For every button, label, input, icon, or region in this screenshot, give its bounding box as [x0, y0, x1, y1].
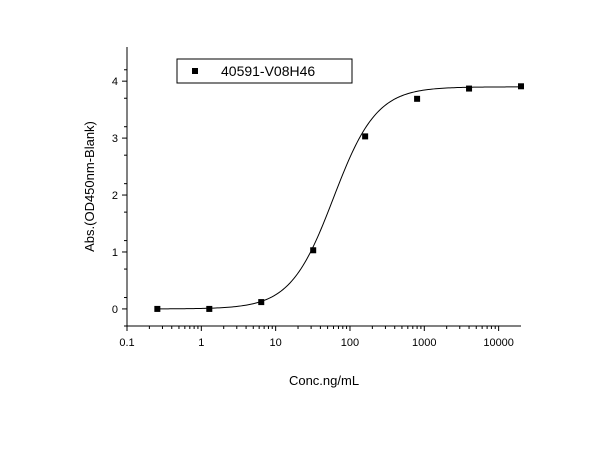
y-tick-label: 3 — [112, 133, 118, 145]
y-tick-label: 1 — [112, 247, 118, 259]
x-tick-label: 1 — [198, 337, 204, 349]
fit-curve — [157, 86, 522, 310]
y-axis-title: Abs.(OD450nm-Blank) — [82, 121, 97, 252]
data-point — [518, 83, 524, 90]
y-tick-label: 4 — [112, 76, 118, 88]
x-tick-label: 10000 — [483, 337, 514, 349]
legend-box — [176, 58, 353, 84]
data-point — [466, 85, 473, 92]
data-point — [310, 247, 317, 254]
axes — [126, 47, 521, 327]
x-axis-title: Conc.ng/mL — [289, 373, 359, 388]
x-tick-label: 10 — [270, 337, 282, 349]
data-point — [258, 299, 265, 306]
x-tick-label: 100 — [341, 337, 359, 349]
data-point — [362, 133, 369, 140]
y-tick-label: 2 — [112, 190, 118, 202]
data-points — [154, 83, 524, 312]
fit-curve-group — [157, 86, 522, 310]
legend-label: 40591-V08H46 — [221, 63, 315, 79]
legend-marker — [192, 68, 198, 74]
x-tick-label: 0.1 — [119, 337, 134, 349]
legend: 40591-V08H46 — [176, 58, 353, 84]
data-point — [414, 95, 421, 102]
x-tick-label: 1000 — [412, 337, 436, 349]
y-tick-label: 0 — [112, 304, 118, 316]
x-ticks: 0.1 1 10 100 1000 10000 — [119, 326, 514, 349]
y-ticks: 0 1 2 3 4 — [112, 69, 127, 327]
data-point — [154, 305, 161, 312]
data-point — [206, 305, 213, 312]
